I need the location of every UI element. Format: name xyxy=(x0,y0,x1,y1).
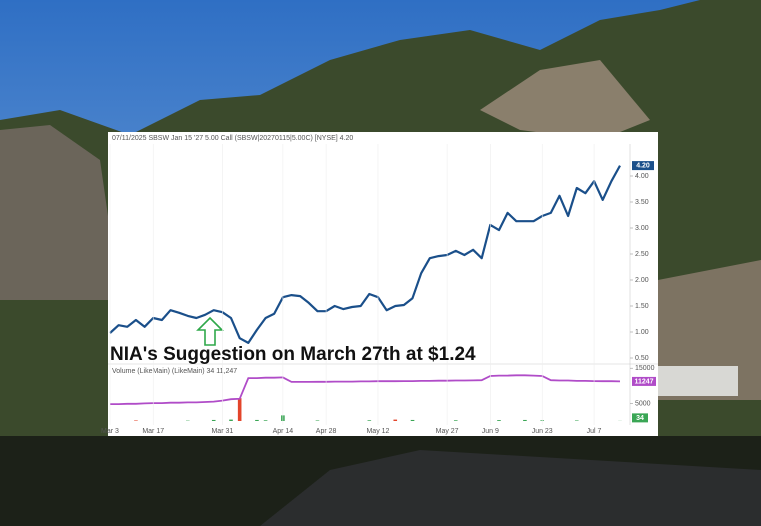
volume-bar xyxy=(134,420,138,421)
volume-title: Volume (LikeMain) (LikeMain) 34 11,247 xyxy=(112,368,237,375)
y-tick-label: 5000 xyxy=(635,400,651,407)
y-tick-label: 0.50 xyxy=(635,355,649,362)
volume-bar xyxy=(574,420,579,421)
volume-bar xyxy=(255,419,259,421)
y-tick-label: 1.50 xyxy=(635,303,649,310)
value-box xyxy=(632,413,648,423)
x-tick-label: Mar 3 xyxy=(101,428,119,435)
volume-bar xyxy=(410,419,415,421)
volume-bar xyxy=(237,398,242,421)
x-tick-label: Apr 28 xyxy=(316,428,337,435)
arrow xyxy=(196,316,224,346)
volume-bar xyxy=(229,419,233,421)
value-box-label: 11247 xyxy=(634,379,653,386)
rock-face xyxy=(0,125,120,300)
road xyxy=(260,450,761,526)
annotation: NIA's Suggestion on March 27th at $1.24 xyxy=(110,344,476,365)
value-box-label: 4.20 xyxy=(636,163,650,170)
chart-panel xyxy=(108,132,658,436)
value-box-label: 34 xyxy=(636,415,644,422)
x-tick-label: Jun 23 xyxy=(532,428,553,435)
volume-bar xyxy=(211,419,216,421)
price-line xyxy=(109,165,621,344)
value-box xyxy=(632,376,656,386)
volume-bar xyxy=(497,420,501,421)
y-tick-label: 2.50 xyxy=(635,251,649,258)
y-tick-label: 3.50 xyxy=(635,199,649,206)
x-tick-label: Mar 31 xyxy=(211,428,233,435)
volume-bar xyxy=(315,420,320,421)
x-tick-label: Jun 9 xyxy=(482,428,499,435)
y-tick-label: 2.00 xyxy=(635,277,649,284)
y-tick-label: 4.00 xyxy=(635,173,649,180)
volume-bar xyxy=(453,420,458,421)
volume-average-line xyxy=(110,374,621,405)
x-tick-label: Jul 7 xyxy=(587,428,602,435)
x-tick-label: Apr 14 xyxy=(273,428,294,435)
volume-bar xyxy=(523,419,527,421)
volume-bar xyxy=(263,420,268,421)
value-box xyxy=(632,161,654,171)
volume-bar xyxy=(367,420,372,421)
rock-face xyxy=(480,60,650,140)
x-tick-label: Mar 17 xyxy=(142,428,164,435)
x-tick-label: May 27 xyxy=(436,428,459,435)
volume-bar xyxy=(393,419,398,421)
x-tick-label: May 12 xyxy=(366,428,389,435)
y-tick-label: 1.00 xyxy=(635,329,649,336)
y-tick-label: 3.00 xyxy=(635,225,649,232)
hillside xyxy=(658,260,761,400)
y-tick-label: 15000 xyxy=(635,365,655,372)
building xyxy=(658,366,738,396)
chart-title: 07/11/2025 SBSW Jan 15 '27 5.00 Call (SB… xyxy=(112,135,353,142)
